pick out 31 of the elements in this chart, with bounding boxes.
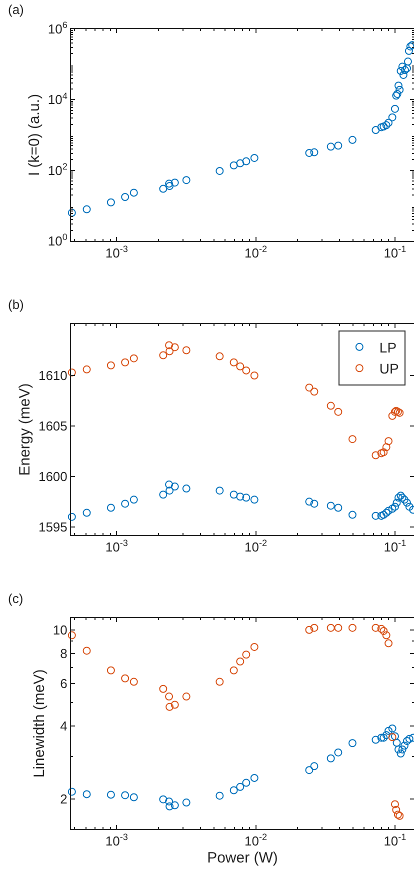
- chart-title: (a): [8, 2, 24, 17]
- y-tick-label: 1610: [38, 368, 68, 384]
- y-tick-label: 10$^{4}$: [48, 90, 68, 108]
- legend-label: LP: [379, 339, 397, 356]
- chart-title: (c): [8, 591, 24, 606]
- y-tick-label: 2: [60, 791, 68, 806]
- x-tick-label: 10$^{-1}$: [384, 832, 406, 849]
- y-tick-label: 8: [60, 646, 68, 661]
- y-tick-label: 10$^{6}$: [48, 20, 68, 37]
- y-tick-label: 10$^{0}$: [48, 232, 68, 249]
- x-tick-label: 10$^{-2}$: [244, 244, 268, 261]
- x-tick-label: 10$^{-3}$: [105, 832, 128, 849]
- chart-title: (b): [8, 297, 24, 312]
- y-tick-label: 1605: [38, 418, 68, 434]
- y-tick-label: 4: [60, 718, 68, 734]
- y-tick-label: 1595: [38, 519, 68, 534]
- y-tick-label: 6: [60, 676, 68, 692]
- x-tick-label: 10$^{-2}$: [244, 832, 268, 849]
- x-tick-label: 10$^{-3}$: [105, 244, 128, 261]
- x-tick-label: 10$^{-3}$: [105, 538, 128, 555]
- x-tick-label: 10$^{-1}$: [384, 244, 406, 261]
- y-tick-label: 10$^{2}$: [48, 161, 68, 178]
- x-axis-title: Power (W): [207, 850, 278, 867]
- y-axis-title: Linewidth (meV): [31, 669, 48, 778]
- x-tick-label: 10$^{-1}$: [384, 538, 406, 555]
- legend-label: UP: [379, 360, 399, 377]
- x-tick-label: 10$^{-2}$: [244, 538, 268, 555]
- y-tick-label: 1600: [38, 468, 68, 484]
- y-axis-title: Energy (meV): [16, 383, 34, 476]
- y-axis-title: I (k=0) (a.u.): [26, 94, 44, 176]
- y-tick-label: 10: [52, 622, 68, 638]
